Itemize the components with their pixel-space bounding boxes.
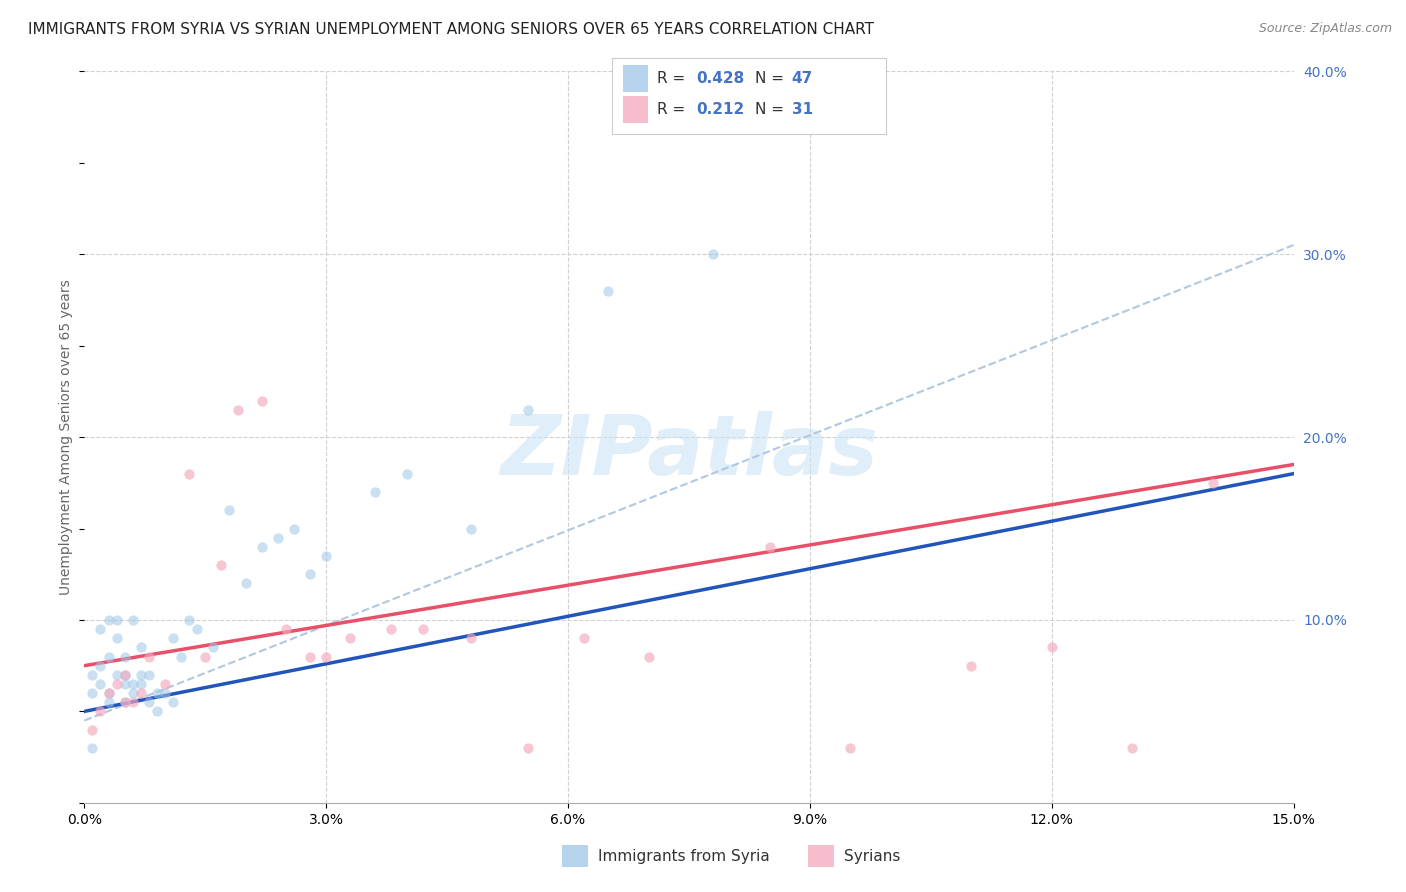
Point	[460, 521, 482, 535]
Point	[114, 667, 136, 681]
Point	[129, 677, 152, 691]
Point	[121, 695, 143, 709]
Point	[82, 667, 104, 681]
Point	[97, 613, 120, 627]
Point	[114, 667, 136, 681]
Point	[105, 667, 128, 681]
Point	[105, 677, 128, 691]
Point	[105, 613, 128, 627]
Point	[114, 677, 136, 691]
Point	[146, 686, 169, 700]
Point	[274, 622, 297, 636]
Text: 31: 31	[792, 103, 813, 117]
Point	[129, 640, 152, 655]
Point	[89, 705, 111, 719]
Point	[121, 686, 143, 700]
Point	[162, 632, 184, 646]
Text: Immigrants from Syria: Immigrants from Syria	[598, 849, 769, 863]
Point	[209, 558, 232, 573]
Point	[153, 677, 176, 691]
Point	[516, 402, 538, 417]
Point	[121, 613, 143, 627]
Point	[121, 677, 143, 691]
Point	[250, 393, 273, 408]
Point	[637, 649, 659, 664]
Point	[226, 402, 249, 417]
Point	[299, 649, 322, 664]
Point	[395, 467, 418, 481]
Point	[516, 740, 538, 755]
Point	[380, 622, 402, 636]
Point	[162, 695, 184, 709]
Point	[339, 632, 361, 646]
Text: R =: R =	[657, 103, 690, 117]
Point	[412, 622, 434, 636]
Point	[114, 695, 136, 709]
Point	[82, 686, 104, 700]
Point	[97, 649, 120, 664]
Point	[758, 540, 780, 554]
Point	[138, 695, 160, 709]
Point	[267, 531, 290, 545]
Text: 0.428: 0.428	[696, 71, 744, 86]
Point	[315, 649, 337, 664]
Point	[235, 576, 257, 591]
Point	[138, 667, 160, 681]
Text: IMMIGRANTS FROM SYRIA VS SYRIAN UNEMPLOYMENT AMONG SENIORS OVER 65 YEARS CORRELA: IMMIGRANTS FROM SYRIA VS SYRIAN UNEMPLOY…	[28, 22, 875, 37]
Text: R =: R =	[657, 71, 690, 86]
Point	[1040, 640, 1063, 655]
Point	[146, 705, 169, 719]
Text: Syrians: Syrians	[844, 849, 900, 863]
Point	[363, 485, 385, 500]
Point	[89, 658, 111, 673]
Point	[218, 503, 240, 517]
Point	[179, 613, 201, 627]
Point	[97, 686, 120, 700]
Point	[202, 640, 225, 655]
Point	[97, 695, 120, 709]
Text: N =: N =	[755, 103, 789, 117]
Point	[1202, 475, 1225, 490]
Point	[299, 567, 322, 582]
Point	[839, 740, 862, 755]
Point	[114, 695, 136, 709]
Point	[460, 632, 482, 646]
Point	[138, 649, 160, 664]
Y-axis label: Unemployment Among Seniors over 65 years: Unemployment Among Seniors over 65 years	[59, 279, 73, 595]
Point	[153, 686, 176, 700]
Point	[89, 677, 111, 691]
Point	[186, 622, 208, 636]
Point	[114, 649, 136, 664]
Point	[82, 723, 104, 737]
Point	[89, 622, 111, 636]
Text: 47: 47	[792, 71, 813, 86]
Text: 0.212: 0.212	[696, 103, 744, 117]
Point	[572, 632, 595, 646]
Point	[702, 247, 724, 261]
Point	[250, 540, 273, 554]
Point	[194, 649, 217, 664]
Text: Source: ZipAtlas.com: Source: ZipAtlas.com	[1258, 22, 1392, 36]
Point	[1121, 740, 1143, 755]
Point	[315, 549, 337, 563]
Point	[82, 740, 104, 755]
Point	[129, 667, 152, 681]
Point	[960, 658, 983, 673]
Point	[97, 686, 120, 700]
Point	[129, 686, 152, 700]
Point	[170, 649, 193, 664]
Text: N =: N =	[755, 71, 789, 86]
Text: ZIPatlas: ZIPatlas	[501, 411, 877, 492]
Point	[105, 632, 128, 646]
Point	[598, 284, 620, 298]
Point	[283, 521, 305, 535]
Point	[179, 467, 201, 481]
